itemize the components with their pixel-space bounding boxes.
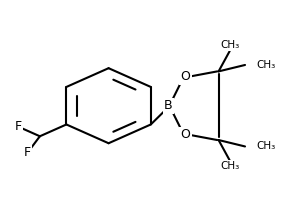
Text: O: O — [180, 70, 190, 83]
Text: CH₃: CH₃ — [256, 60, 275, 70]
Text: CH₃: CH₃ — [220, 161, 239, 171]
Text: O: O — [180, 128, 190, 141]
Text: B: B — [164, 99, 173, 112]
Text: F: F — [14, 120, 22, 133]
Text: CH₃: CH₃ — [220, 40, 239, 50]
Text: CH₃: CH₃ — [256, 141, 275, 151]
Text: F: F — [24, 147, 31, 160]
